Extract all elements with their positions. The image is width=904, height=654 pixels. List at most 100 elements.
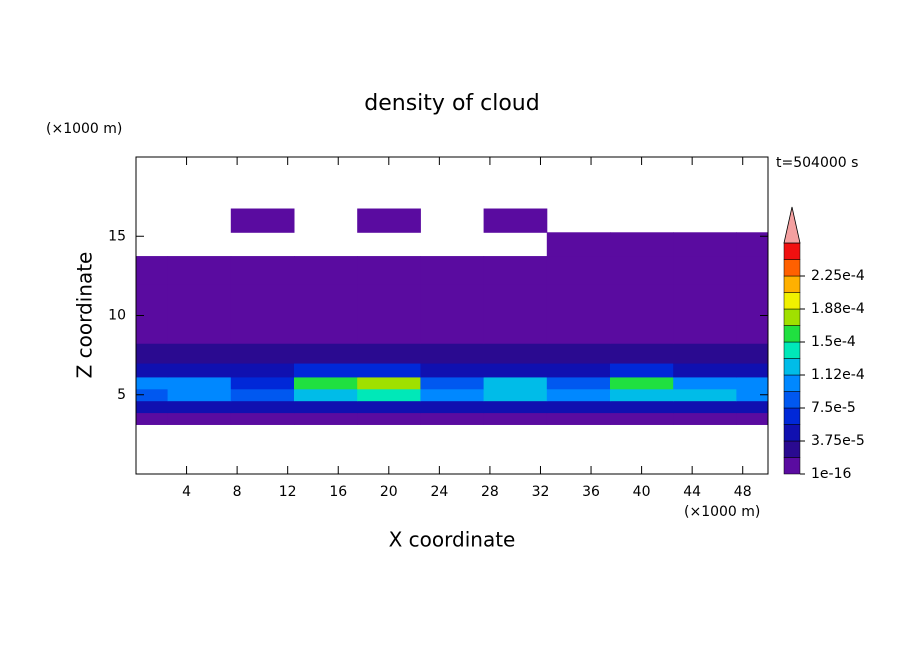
colorbar-tick-label: 1.88e-4 — [811, 301, 865, 317]
contour-cell — [357, 363, 421, 378]
contour-cell — [420, 363, 485, 378]
contour-cell — [673, 400, 737, 414]
contour-cell — [294, 256, 358, 285]
contour-cell — [420, 376, 485, 390]
colorbar-box — [783, 259, 801, 277]
contour-cell — [294, 363, 358, 378]
contour-cell — [357, 388, 421, 402]
x-tick-label: 12 — [279, 484, 297, 500]
contour-cell — [420, 315, 485, 344]
contour-cell — [294, 283, 358, 316]
contour-cell — [483, 412, 548, 425]
contour-cell — [357, 376, 421, 390]
contour-cell — [420, 400, 485, 414]
contour-cell — [230, 363, 295, 378]
contour-cell — [136, 400, 169, 414]
contour-cell — [230, 283, 295, 316]
contour-cell — [167, 363, 232, 378]
contour-cell — [357, 283, 421, 316]
contour-cell — [736, 256, 769, 285]
contour-cell — [357, 412, 421, 425]
contour-cell — [167, 412, 232, 425]
contour-cell — [610, 400, 674, 414]
x-tick-label: 32 — [532, 484, 550, 500]
colorbar-box — [783, 292, 801, 310]
colorbar-box — [783, 242, 801, 260]
contour-cell — [294, 412, 358, 425]
x-tick-label: 24 — [430, 484, 448, 500]
contour-cell — [230, 256, 295, 285]
contour-cell — [546, 232, 611, 257]
contour-cell — [610, 388, 674, 402]
contour-cell — [483, 315, 548, 344]
contour-cell — [483, 283, 548, 316]
contour-cell — [167, 376, 232, 390]
contour-cell — [167, 283, 232, 316]
contour-cell — [483, 388, 548, 402]
contour-cell — [420, 388, 485, 402]
contour-cell — [610, 315, 674, 344]
y-tick-label: 10 — [108, 308, 126, 324]
colorbar-box — [783, 308, 801, 326]
chart-title: density of cloud — [364, 91, 539, 116]
contour-cell — [673, 232, 737, 257]
contour-cell — [136, 315, 169, 344]
x-tick-label: 40 — [633, 484, 651, 500]
colorbar-box — [783, 391, 801, 409]
contour-cell — [167, 388, 232, 402]
x-tick-label: 8 — [233, 484, 242, 500]
contour-cell — [546, 400, 611, 414]
contour-cell — [736, 388, 769, 402]
contour-cell — [673, 315, 737, 344]
contour-cell — [673, 412, 737, 425]
contour-cell — [546, 363, 611, 378]
contour-cell — [736, 412, 769, 425]
contour-cell — [673, 376, 737, 390]
contour-cell — [136, 388, 169, 402]
contour-cell — [420, 283, 485, 316]
contour-cell — [230, 388, 295, 402]
contour-cell — [136, 363, 169, 378]
contour-cell — [673, 256, 737, 285]
colorbar-tick-label: 1.5e-4 — [811, 334, 856, 350]
colorbar-tick-label: 7.5e-5 — [811, 400, 856, 416]
contour-cell — [230, 343, 295, 364]
contour-cell — [420, 256, 485, 285]
contour-cell — [294, 343, 358, 364]
colorbar-tick-label: 2.25e-4 — [811, 268, 865, 284]
contour-cell — [230, 412, 295, 425]
contour-cell — [546, 343, 611, 364]
contour-cell — [357, 315, 421, 344]
contour-cell — [483, 256, 548, 285]
colorbar-box — [783, 424, 801, 442]
contour-cell — [357, 208, 421, 233]
contour-cell — [483, 363, 548, 378]
colorbar-box — [783, 407, 801, 425]
contour-cell — [483, 400, 548, 414]
y-tick-label: 15 — [108, 228, 126, 244]
contour-cell — [610, 376, 674, 390]
contour-cell — [610, 232, 674, 257]
colorbar-tick-label: 3.75e-5 — [811, 433, 865, 449]
contour-cell — [420, 412, 485, 425]
colorbar-box — [783, 275, 801, 293]
contour-cell — [136, 283, 169, 316]
contour-cell — [483, 208, 548, 233]
contour-cell — [230, 315, 295, 344]
contour-cell — [736, 343, 769, 364]
contour-cell — [230, 376, 295, 390]
x-tick-label: 20 — [380, 484, 398, 500]
y-tick-label: 5 — [117, 387, 126, 403]
colorbar-box — [783, 358, 801, 376]
contour-cell — [167, 315, 232, 344]
colorbar-tick-label: 1e-16 — [811, 466, 851, 482]
contour-cell — [294, 400, 358, 414]
contour-cell — [136, 412, 169, 425]
y-axis-label: Z coordinate — [73, 252, 97, 379]
colorbar-box — [783, 374, 801, 392]
contour-cell — [673, 388, 737, 402]
contour-cell — [483, 376, 548, 390]
contour-cell — [136, 376, 169, 390]
contour-cell — [610, 412, 674, 425]
